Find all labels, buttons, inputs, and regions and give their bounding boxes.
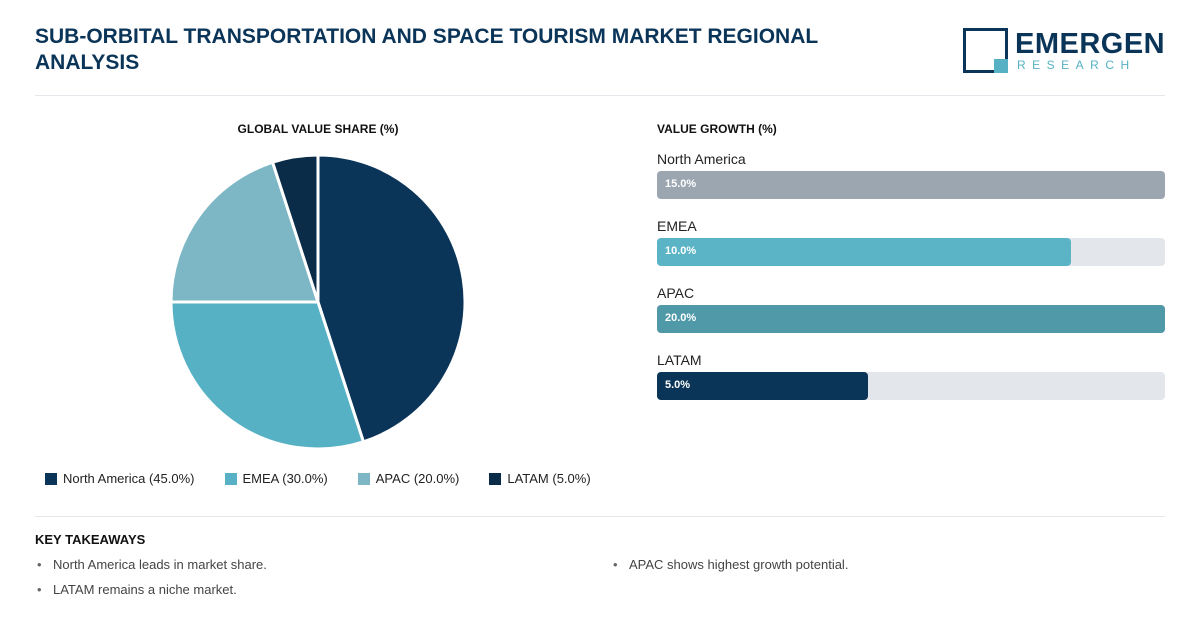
- bar-track: 15.0%: [657, 171, 1165, 199]
- legend-swatch: [45, 472, 57, 485]
- legend-swatch: [224, 472, 237, 485]
- bar-track: 10.0%: [657, 238, 1165, 266]
- legend-label: LATAM (5.0%): [507, 471, 591, 486]
- bar-track: 5.0%: [657, 372, 1165, 400]
- bar-category-label: LATAM: [657, 352, 702, 368]
- bar-row-north-america: North America 15.0%: [657, 151, 1165, 199]
- logo-mark-icon: [963, 28, 1008, 73]
- bar-row-apac: APAC 20.0%: [657, 285, 1165, 333]
- bar-fill: [657, 238, 1072, 266]
- emergen-logo: EMERGEN RESEARCH: [963, 28, 1165, 76]
- logo-subtitle: RESEARCH: [1017, 58, 1136, 72]
- takeaway-item: North America leads in market share.: [35, 557, 267, 572]
- legend-swatch: [357, 472, 370, 485]
- bar-fill: [657, 171, 1165, 199]
- pie-chart-title: GLOBAL VALUE SHARE (%): [237, 122, 399, 136]
- bar-track: 20.0%: [657, 305, 1165, 333]
- legend-swatch: [489, 472, 502, 485]
- pie-slice-latam: [271, 153, 320, 304]
- bar-row-emea: EMEA 10.0%: [657, 218, 1165, 266]
- bar-fill: [657, 305, 1165, 333]
- bar-fill: [657, 372, 868, 400]
- legend-item-north-america: North America (45.0%): [45, 471, 195, 486]
- legend-item-apac: APAC (20.0%): [357, 471, 460, 486]
- legend-label: EMEA (30.0%): [242, 471, 328, 486]
- key-takeaways-title: KEY TAKEAWAYS: [35, 532, 146, 547]
- bar-chart-title: VALUE GROWTH (%): [657, 122, 777, 136]
- legend-item-latam: LATAM (5.0%): [489, 471, 591, 486]
- bar-category-label: APAC: [657, 285, 695, 301]
- pie-slice-emea: [169, 300, 365, 451]
- bar-value-label: 15.0%: [665, 178, 697, 190]
- legend-label: North America (45.0%): [63, 471, 195, 486]
- header: SUB-ORBITAL TRANSPORTATION AND SPACE TOU…: [35, 24, 1165, 96]
- pie-slice-apac: [169, 160, 320, 304]
- pie-chart: [169, 153, 467, 451]
- bar-value-label: 20.0%: [665, 312, 697, 324]
- takeaway-item: APAC shows highest growth potential.: [611, 557, 848, 572]
- bar-value-label: 5.0%: [665, 379, 691, 391]
- legend-item-emea: EMEA (30.0%): [224, 471, 328, 486]
- pie-legend: North America (45.0%) EMEA (30.0%) APAC …: [45, 471, 591, 486]
- pie-slice-north-america: [316, 153, 467, 444]
- bar-row-latam: LATAM 5.0%: [657, 352, 1165, 400]
- legend-label: APAC (20.0%): [375, 471, 460, 486]
- bar-category-label: EMEA: [657, 218, 697, 234]
- logo-name: EMERGEN: [1015, 28, 1166, 60]
- section-divider: [35, 516, 1165, 517]
- takeaway-item: LATAM remains a niche market.: [35, 582, 237, 597]
- bar-value-label: 10.0%: [665, 245, 697, 257]
- bar-category-label: North America: [657, 151, 746, 167]
- page-title: SUB-ORBITAL TRANSPORTATION AND SPACE TOU…: [35, 25, 818, 74]
